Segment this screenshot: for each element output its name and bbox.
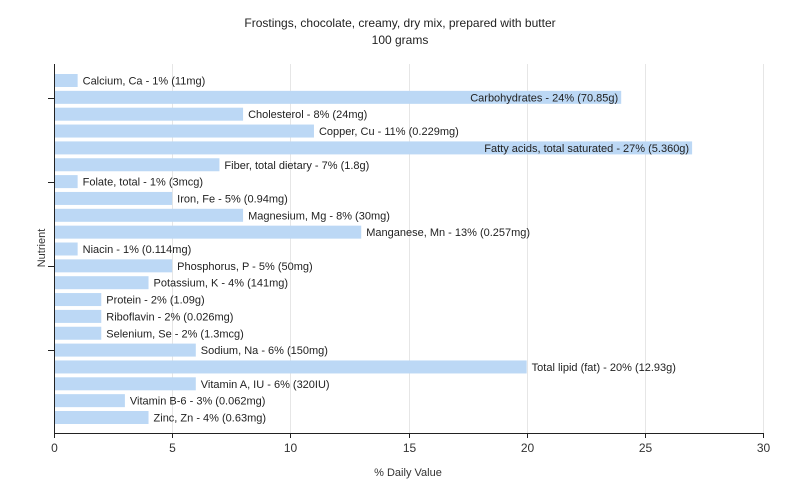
bar-label: Phosphorus, P - 5% (50mg) <box>177 261 313 273</box>
bar-label: Manganese, Mn - 13% (0.257mg) <box>366 227 530 239</box>
bar-label: Fiber, total dietary - 7% (1.8g) <box>224 160 369 172</box>
bar <box>54 208 244 222</box>
bar-label: Total lipid (fat) - 20% (12.93g) <box>532 362 676 374</box>
bar-label: Potassium, K - 4% (141mg) <box>154 278 288 290</box>
bar-label: Iron, Fe - 5% (0.94mg) <box>177 193 288 205</box>
bar <box>54 309 102 323</box>
bar <box>54 293 102 307</box>
x-tick-label: 30 <box>757 441 771 455</box>
bar-label: Cholesterol - 8% (24mg) <box>248 109 367 121</box>
chart-subtitle: 100 grams <box>372 33 429 47</box>
x-tick-label: 20 <box>521 441 535 455</box>
bar-label: Magnesium, Mg - 8% (30mg) <box>248 210 390 222</box>
bar-label: Calcium, Ca - 1% (11mg) <box>83 76 206 88</box>
bar <box>54 107 244 121</box>
bar <box>54 326 102 340</box>
bar <box>54 276 149 290</box>
bar-label: Vitamin B-6 - 3% (0.062mg) <box>130 396 266 408</box>
bar-label: Protein - 2% (1.09g) <box>106 295 204 307</box>
bars: Calcium, Ca - 1% (11mg) Carbohydrates - 2… <box>54 74 693 425</box>
x-tick-label: 15 <box>403 441 417 455</box>
bar <box>54 124 314 138</box>
bar-label: Copper, Cu - 11% (0.229mg) <box>319 126 459 138</box>
bar <box>54 175 78 189</box>
x-axis-title: % Daily Value <box>374 467 442 479</box>
x-tick-label: 10 <box>284 441 298 455</box>
bar <box>54 191 173 205</box>
axes: 0 5 10 15 20 25 30 <box>48 64 770 455</box>
bar <box>54 343 196 357</box>
x-tick-label: 5 <box>169 441 176 455</box>
bar <box>54 225 362 239</box>
bar-label: Zinc, Zn - 4% (0.63mg) <box>154 413 266 425</box>
bar <box>54 411 149 424</box>
bar <box>54 394 125 408</box>
bar <box>54 90 622 104</box>
bar <box>54 141 693 155</box>
y-axis-title: Nutrient <box>36 229 48 268</box>
bar-label: Riboflavin - 2% (0.026mg) <box>106 311 233 323</box>
bar <box>54 74 78 87</box>
bar-label: Fatty acids, total saturated - 27% (5.36… <box>484 143 689 155</box>
bar-label: Folate, total - 1% (3mcg) <box>83 177 203 189</box>
bar-label: Vitamin A, IU - 6% (320IU) <box>201 379 330 391</box>
bar-label: Carbohydrates - 24% (70.85g) <box>470 92 618 104</box>
bar <box>54 259 173 273</box>
bar <box>54 377 196 391</box>
bar-label: Sodium, Na - 6% (150mg) <box>201 345 328 357</box>
bar-label: Niacin - 1% (0.114mg) <box>83 244 192 256</box>
chart-title: Frostings, chocolate, creamy, dry mix, p… <box>244 16 555 30</box>
x-tick-label: 25 <box>639 441 653 455</box>
bar <box>54 360 527 374</box>
bar-label: Selenium, Se - 2% (1.3mcg) <box>106 328 244 340</box>
bar <box>54 158 220 172</box>
x-tick-label: 0 <box>51 441 58 455</box>
bar <box>54 242 78 256</box>
